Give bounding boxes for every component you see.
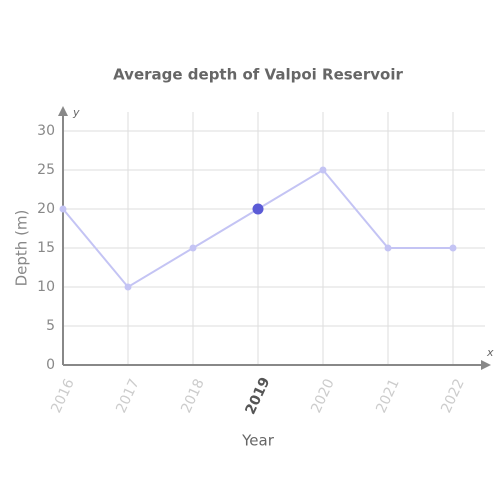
point (189, 244, 197, 252)
y-tick-label: 30 (37, 123, 55, 139)
x-axis-symbol: x (486, 346, 494, 359)
x-tick-label: 2018 (178, 376, 208, 415)
y-tick-label: 0 (46, 357, 55, 373)
x-tick-label: 2021 (373, 376, 403, 415)
point (384, 244, 392, 252)
y-tick-label: 15 (37, 240, 55, 256)
point (252, 203, 264, 215)
y-tick-label: 5 (46, 318, 55, 334)
y-tick-label: 10 (37, 279, 55, 295)
y-tick-label: 25 (37, 162, 55, 178)
y-axis-arrow (58, 106, 68, 116)
y-axis-symbol: y (72, 106, 80, 119)
y-axis-label: Depth (m) (13, 210, 31, 287)
point (59, 205, 67, 213)
x-tick-label: 2017 (113, 376, 143, 415)
x-tick-label: 2020 (308, 376, 338, 415)
point (319, 166, 327, 174)
x-tick-label: 2016 (48, 376, 78, 415)
y-tick-label: 20 (37, 201, 55, 217)
point (124, 283, 132, 291)
chart-title: Average depth of Valpoi Reservoir (113, 66, 403, 84)
x-axis-arrow (481, 360, 491, 370)
x-tick-label: 2019 (243, 375, 274, 417)
x-tick-label: 2022 (438, 376, 468, 415)
x-axis-label: Year (241, 432, 275, 450)
point (449, 244, 457, 252)
